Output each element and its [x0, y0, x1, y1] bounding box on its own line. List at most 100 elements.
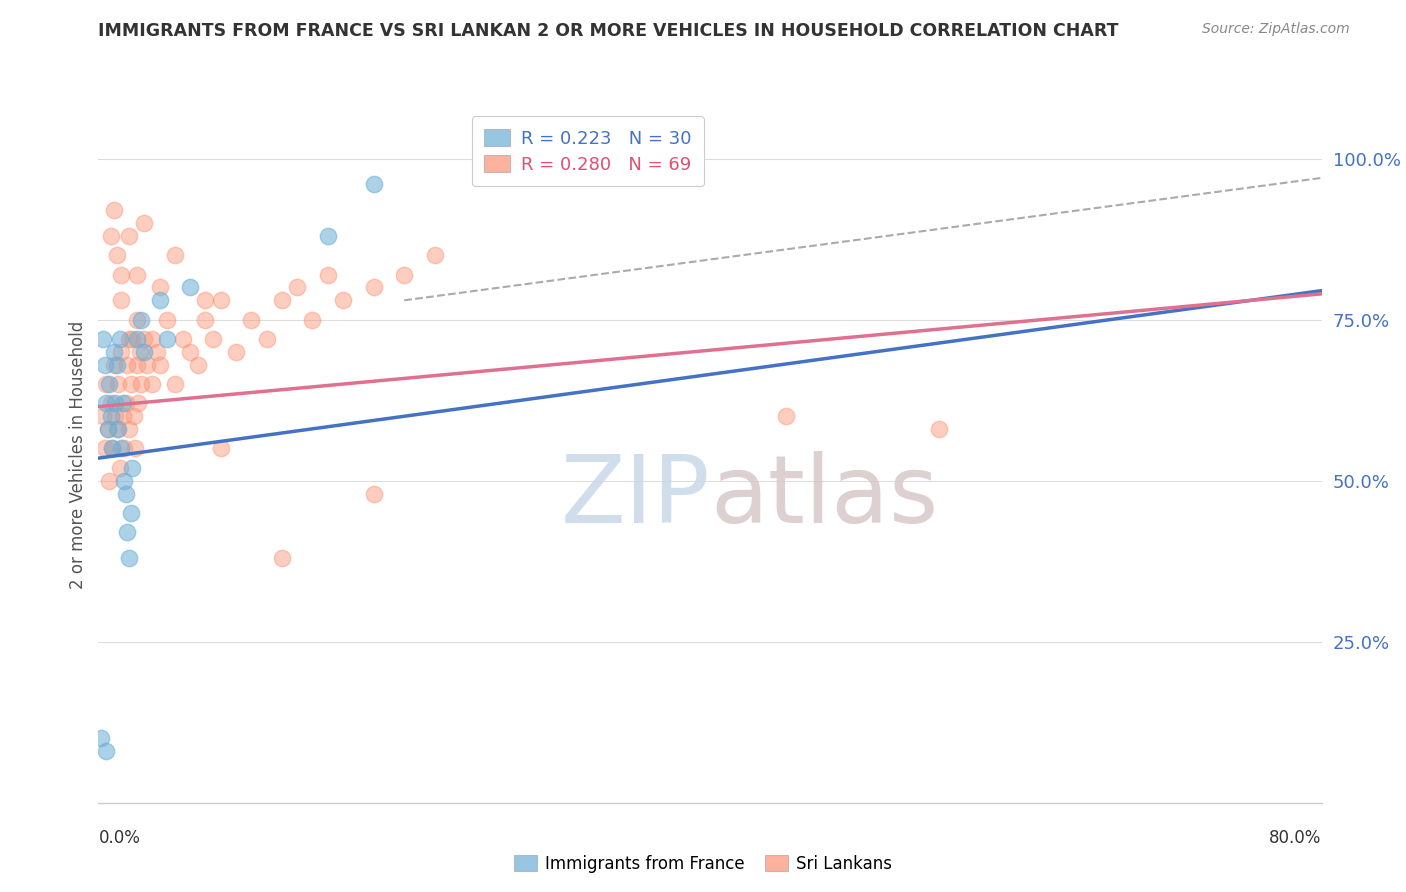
Point [118, 228, 141, 243]
Point [98, 377, 121, 392]
Point [134, 344, 156, 359]
Point [149, 293, 172, 308]
Point [194, 312, 217, 326]
Point [105, 358, 128, 372]
Point [93, 442, 115, 456]
Point [256, 332, 278, 346]
Point [179, 280, 201, 294]
Point [240, 312, 263, 326]
Point [156, 332, 179, 346]
Point [115, 486, 138, 500]
Point [301, 312, 323, 326]
Point [127, 396, 149, 410]
Point [98, 474, 121, 488]
Point [163, 248, 186, 262]
Point [120, 377, 142, 392]
Point [125, 312, 148, 326]
Point [316, 228, 339, 243]
Point [392, 268, 416, 282]
Point [94, 744, 117, 758]
Point [110, 344, 132, 359]
Point [101, 442, 124, 456]
Point [107, 377, 129, 392]
Point [129, 377, 152, 392]
Point [121, 460, 143, 475]
Point [118, 422, 141, 436]
Point [149, 358, 172, 372]
Point [110, 268, 132, 282]
Point [111, 409, 134, 424]
Point [112, 474, 135, 488]
Point [111, 396, 134, 410]
Text: 0.0%: 0.0% [98, 829, 141, 847]
Point [928, 422, 950, 436]
Point [117, 358, 139, 372]
Point [209, 442, 232, 456]
Point [423, 248, 446, 262]
Point [103, 358, 125, 372]
Point [91, 332, 114, 346]
Point [128, 344, 150, 359]
Point [93, 358, 115, 372]
Point [125, 358, 148, 372]
Point [107, 422, 129, 436]
Point [110, 293, 132, 308]
Point [134, 332, 156, 346]
Point [124, 442, 146, 456]
Point [97, 422, 120, 436]
Point [172, 332, 194, 346]
Text: 80.0%: 80.0% [1270, 829, 1322, 847]
Y-axis label: 2 or more Vehicles in Household: 2 or more Vehicles in Household [69, 321, 87, 589]
Point [332, 293, 354, 308]
Point [156, 312, 179, 326]
Point [225, 344, 247, 359]
Point [103, 203, 125, 218]
Text: ZIP: ZIP [561, 450, 710, 542]
Legend: R = 0.223   N = 30, R = 0.280   N = 69: R = 0.223 N = 30, R = 0.280 N = 69 [472, 116, 703, 186]
Point [121, 332, 143, 346]
Text: Source: ZipAtlas.com: Source: ZipAtlas.com [1202, 22, 1350, 37]
Point [94, 396, 117, 410]
Point [101, 442, 124, 456]
Point [194, 293, 217, 308]
Point [163, 377, 186, 392]
Point [117, 525, 139, 540]
Point [105, 422, 128, 436]
Point [97, 422, 120, 436]
Point [110, 442, 132, 456]
Point [285, 280, 308, 294]
Point [270, 551, 292, 566]
Point [90, 731, 112, 746]
Point [270, 293, 292, 308]
Point [141, 332, 163, 346]
Point [118, 332, 141, 346]
Point [125, 268, 148, 282]
Point [136, 358, 159, 372]
Point [363, 486, 385, 500]
Point [115, 396, 138, 410]
Point [202, 332, 225, 346]
Point [108, 460, 131, 475]
Point [91, 409, 114, 424]
Point [209, 293, 232, 308]
Point [363, 280, 385, 294]
Point [94, 377, 117, 392]
Point [141, 377, 163, 392]
Point [112, 442, 135, 456]
Point [100, 409, 122, 424]
Point [118, 551, 141, 566]
Point [363, 178, 385, 192]
Point [187, 358, 209, 372]
Point [316, 268, 339, 282]
Point [100, 396, 122, 410]
Point [134, 216, 156, 230]
Text: atlas: atlas [710, 450, 938, 542]
Point [179, 344, 201, 359]
Point [100, 228, 122, 243]
Point [145, 344, 167, 359]
Point [104, 396, 127, 410]
Point [125, 332, 148, 346]
Point [129, 312, 152, 326]
Point [149, 280, 172, 294]
Point [120, 506, 142, 520]
